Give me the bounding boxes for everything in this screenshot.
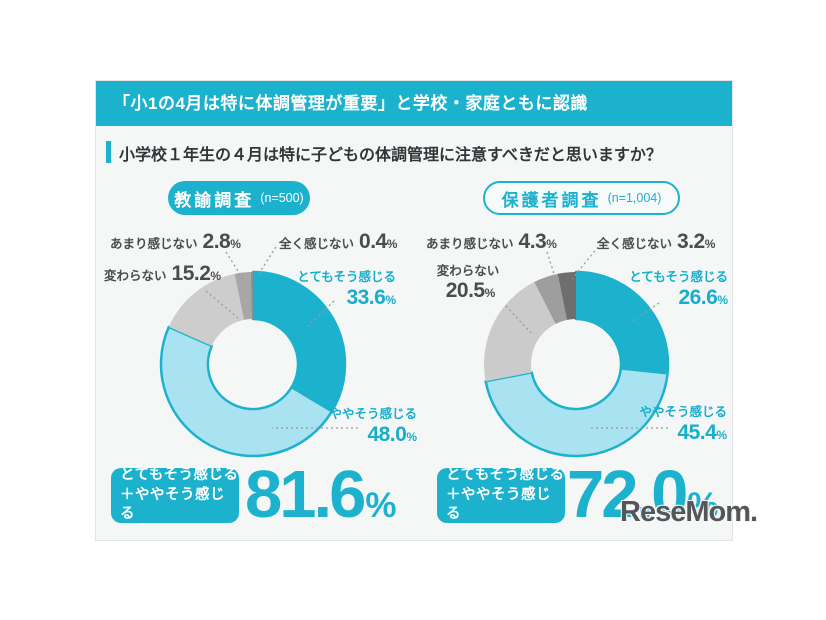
question-text: 小学校１年生の４月は特に子どもの体調管理に注意すべきだと思いますか？ <box>119 147 662 164</box>
parent-survey-title: 保護者調査 <box>501 190 602 210</box>
page-title: 「小1の4月は特に体調管理が重要」と学校・家庭ともに認識 <box>96 81 732 126</box>
segment-label-parent-amari: あまり感じない 4.3% <box>426 230 557 253</box>
teacher-survey-n: (n=500) <box>260 191 304 205</box>
segment-label-parent-kawaranai: 変わらない 20.5% <box>436 264 500 302</box>
parent-donut-chart <box>484 270 670 458</box>
segment-label-teacher-kawaranai: 変わらない 15.2% <box>104 262 222 285</box>
teacher-summary-line1: とてもそう感じる <box>120 467 239 484</box>
segment-label-teacher-yaya: ややそう感じる 48.0% <box>329 407 417 446</box>
segment-label-teacher-amari: あまり感じない 2.8% <box>110 230 241 253</box>
teacher-summary-line2: ＋ややそう感じる <box>120 486 225 523</box>
parent-survey-badge: 保護者調査 (n=1,004) <box>483 181 680 215</box>
teacher-survey-title: 教諭調査 <box>174 190 255 210</box>
parent-summary-line1: とてもそう感じる <box>446 467 565 484</box>
segment-label-teacher-totemo: とてもそう感じる 33.6% <box>297 270 396 309</box>
segment-label-parent-totemo: とてもそう感じる 26.6% <box>629 270 728 309</box>
segment-label-parent-mattaku: 全く感じない 3.2% <box>597 230 716 253</box>
segment-label-parent-yaya: ややそう感じる 45.4% <box>639 405 727 444</box>
teacher-survey-badge: 教諭調査 (n=500) <box>168 181 310 215</box>
teacher-summary-box: とてもそう感じる ＋ややそう感じる <box>111 467 239 523</box>
parent-survey-n: (n=1,004) <box>607 191 662 205</box>
parent-summary-box: とてもそう感じる ＋ややそう感じる <box>437 467 565 523</box>
resemom-logo: ReseMom. <box>620 496 758 528</box>
question-accent-bar <box>106 141 111 163</box>
segment-label-teacher-mattaku: 全く感じない 0.4% <box>279 230 398 253</box>
parent-summary-value: 72.0 % <box>567 457 719 532</box>
teacher-summary-value: 81.6 % <box>245 457 397 532</box>
parent-summary-line2: ＋ややそう感じる <box>446 486 551 523</box>
